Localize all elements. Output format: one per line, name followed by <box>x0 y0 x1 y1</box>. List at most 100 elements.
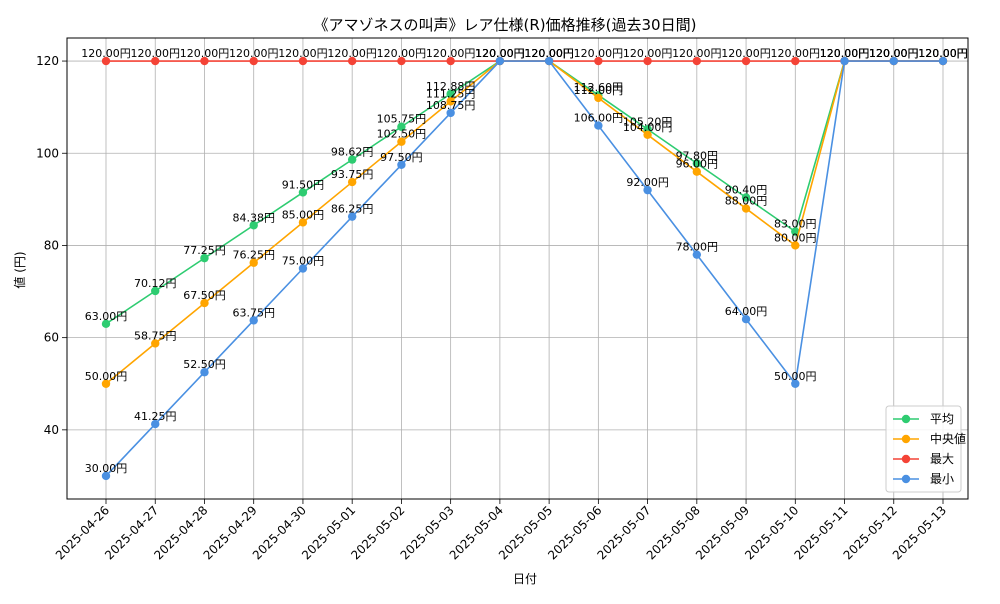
data-point <box>692 56 702 66</box>
data-label: 120.00円 <box>475 47 525 60</box>
data-label: 83.00円 <box>774 218 817 231</box>
data-label: 78.00円 <box>676 241 719 254</box>
data-label: 112.60円 <box>574 81 624 94</box>
legend-label: 最小 <box>930 472 954 486</box>
data-label: 120.00円 <box>918 47 968 60</box>
data-label: 96.00円 <box>676 158 719 171</box>
data-point <box>249 56 258 66</box>
data-point <box>594 56 603 66</box>
data-label: 112.00円 <box>574 84 624 97</box>
data-point <box>347 155 357 164</box>
series-layer <box>101 56 948 481</box>
data-label: 52.50円 <box>183 358 226 371</box>
data-label: 120.00円 <box>918 47 968 60</box>
data-label: 97.50円 <box>380 151 423 164</box>
data-label: 120.00円 <box>820 47 870 60</box>
data-label: 90.40円 <box>725 184 768 197</box>
data-label: 120.00円 <box>820 47 870 60</box>
legend-swatch-marker <box>901 474 911 484</box>
data-labels-layer: 63.00円 70.12円 77.25円 84.38円 91.50円 98.62円 105.… <box>81 47 968 475</box>
data-point <box>298 218 308 227</box>
data-label: 80.00円 <box>774 231 817 244</box>
data-label: 120.00円 <box>869 47 919 60</box>
legend-label: 平均 <box>930 412 954 426</box>
data-point <box>791 379 800 388</box>
data-label: 93.75円 <box>331 168 374 181</box>
y-tick-label: 40 <box>44 423 59 437</box>
data-point <box>298 56 308 66</box>
data-point <box>741 56 751 66</box>
data-label: 104.00円 <box>623 121 673 134</box>
data-point <box>200 368 209 377</box>
data-label: 92.00円 <box>626 176 669 189</box>
data-label: 120.00円 <box>278 47 328 60</box>
data-point <box>741 204 751 213</box>
data-label: 76.25円 <box>232 249 275 262</box>
legend-label: 最大 <box>930 452 954 466</box>
data-point <box>347 212 357 221</box>
data-point <box>889 56 898 66</box>
data-label: 97.80円 <box>676 149 719 162</box>
data-label: 120.00円 <box>820 47 870 60</box>
data-label: 120.00円 <box>327 47 377 60</box>
data-label: 91.50円 <box>282 178 325 191</box>
series-line <box>105 60 943 477</box>
data-label: 105.20円 <box>623 115 673 128</box>
data-label: 108.75円 <box>426 99 476 112</box>
data-label: 120.00円 <box>475 47 525 60</box>
data-label: 120.00円 <box>820 47 870 60</box>
data-label: 85.00円 <box>282 208 325 221</box>
data-point <box>446 108 455 118</box>
data-label: 120.00円 <box>524 47 574 60</box>
data-label: 120.00円 <box>869 47 919 60</box>
data-label: 111.25円 <box>426 87 476 100</box>
data-point <box>791 241 800 250</box>
data-point <box>249 221 258 230</box>
data-label: 41.25円 <box>134 410 177 423</box>
data-point <box>643 56 652 66</box>
plot-frame <box>66 37 969 500</box>
data-point <box>741 315 751 324</box>
legend-box <box>885 405 962 493</box>
data-point <box>200 298 209 308</box>
data-point <box>151 419 160 429</box>
data-label: 64.00円 <box>725 305 768 318</box>
data-point <box>446 97 455 106</box>
data-label: 120.00円 <box>524 47 574 60</box>
data-label: 120.00円 <box>918 47 968 60</box>
data-label: 120.00円 <box>869 47 919 60</box>
data-label: 120.00円 <box>771 47 821 60</box>
data-point <box>101 319 111 329</box>
chart-title: 《アマゾネスの叫声》レア仕様(R)価格推移(過去30日間) <box>314 16 697 34</box>
data-label: 105.75円 <box>377 113 427 126</box>
data-point <box>692 250 702 259</box>
data-label: 120.00円 <box>426 47 476 60</box>
data-label: 120.00円 <box>623 47 673 60</box>
data-label: 120.00円 <box>918 47 968 60</box>
data-point <box>397 137 406 146</box>
data-point <box>347 56 357 66</box>
series-line <box>105 60 943 325</box>
data-point <box>791 227 800 236</box>
data-label: 112.88円 <box>426 80 476 93</box>
data-label: 120.00円 <box>180 47 230 60</box>
data-label: 120.00円 <box>475 47 525 60</box>
data-point <box>298 264 308 273</box>
data-point <box>446 56 455 66</box>
data-point <box>101 471 111 481</box>
data-point <box>298 188 308 197</box>
data-point <box>594 121 603 130</box>
legend-swatch-marker <box>901 434 911 444</box>
data-point <box>151 56 160 66</box>
data-point <box>791 56 800 66</box>
legend-label: 中央値 <box>930 431 966 446</box>
data-label: 120.00円 <box>377 47 427 60</box>
data-label: 75.00円 <box>282 255 325 268</box>
data-point <box>249 316 258 325</box>
data-point <box>495 56 505 66</box>
data-point <box>200 253 209 263</box>
y-tick-label: 100 <box>36 146 59 160</box>
data-label: 98.62円 <box>331 146 374 159</box>
